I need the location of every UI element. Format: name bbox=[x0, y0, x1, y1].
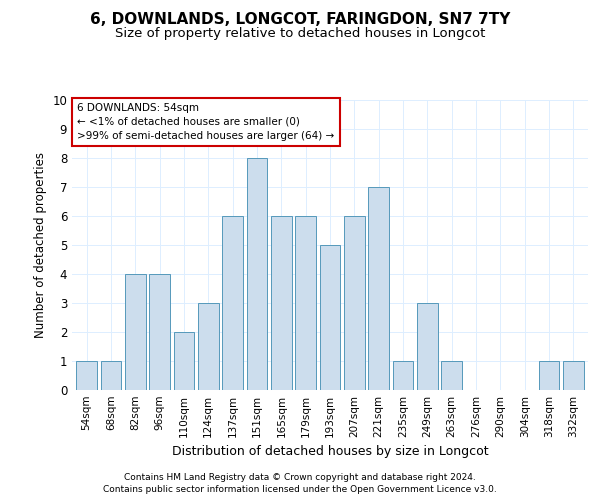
Bar bbox=[442, 361, 462, 390]
Bar bbox=[563, 361, 584, 390]
Bar bbox=[125, 274, 146, 390]
Bar bbox=[539, 361, 559, 390]
Bar bbox=[320, 245, 340, 390]
Bar bbox=[222, 216, 243, 390]
Bar bbox=[344, 216, 365, 390]
Bar bbox=[247, 158, 268, 390]
Bar bbox=[198, 303, 218, 390]
Bar bbox=[271, 216, 292, 390]
Bar bbox=[392, 361, 413, 390]
Text: 6 DOWNLANDS: 54sqm
← <1% of detached houses are smaller (0)
>99% of semi-detache: 6 DOWNLANDS: 54sqm ← <1% of detached hou… bbox=[77, 103, 334, 141]
Bar bbox=[368, 187, 389, 390]
Y-axis label: Number of detached properties: Number of detached properties bbox=[34, 152, 47, 338]
Bar bbox=[101, 361, 121, 390]
Text: Size of property relative to detached houses in Longcot: Size of property relative to detached ho… bbox=[115, 28, 485, 40]
Bar bbox=[295, 216, 316, 390]
Bar bbox=[76, 361, 97, 390]
Text: Contains HM Land Registry data © Crown copyright and database right 2024.: Contains HM Land Registry data © Crown c… bbox=[124, 472, 476, 482]
Bar bbox=[417, 303, 438, 390]
Text: Contains public sector information licensed under the Open Government Licence v3: Contains public sector information licen… bbox=[103, 485, 497, 494]
Text: 6, DOWNLANDS, LONGCOT, FARINGDON, SN7 7TY: 6, DOWNLANDS, LONGCOT, FARINGDON, SN7 7T… bbox=[90, 12, 510, 28]
Bar bbox=[173, 332, 194, 390]
Bar bbox=[149, 274, 170, 390]
X-axis label: Distribution of detached houses by size in Longcot: Distribution of detached houses by size … bbox=[172, 446, 488, 458]
